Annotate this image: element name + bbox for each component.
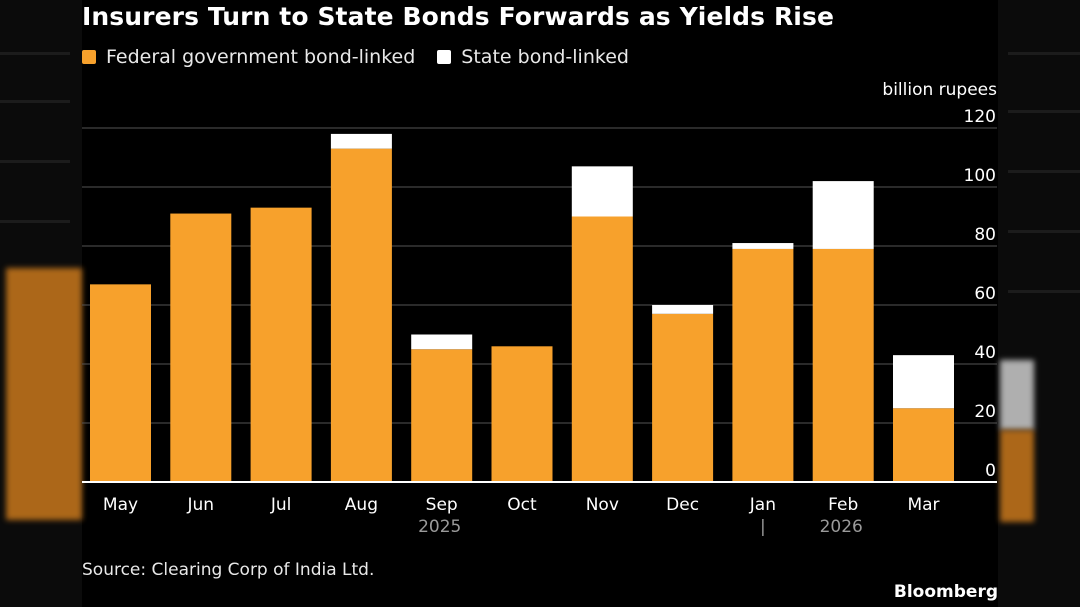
bar-state — [893, 355, 954, 409]
legend: Federal government bond-linked State bon… — [82, 46, 651, 68]
bar-state — [732, 243, 794, 249]
year-label: 2026 — [820, 517, 863, 537]
bar-state — [411, 334, 473, 350]
right-backdrop — [998, 0, 1080, 607]
x-tick-label: Oct — [507, 495, 537, 515]
y-axis-unit-label: billion rupees — [882, 80, 997, 100]
bar-federal — [893, 408, 954, 482]
backdrop-line — [1008, 52, 1080, 55]
left-backdrop — [0, 0, 82, 607]
backdrop-bar — [1000, 360, 1034, 430]
y-tick-label: 20 — [974, 402, 996, 422]
y-tick-label: 40 — [974, 343, 996, 363]
legend-swatch-federal — [82, 50, 96, 64]
bar-federal — [812, 248, 874, 482]
backdrop-line — [1008, 230, 1080, 233]
year-label: 2025 — [418, 517, 461, 537]
backdrop-line — [0, 220, 70, 223]
year-label: | — [760, 517, 766, 537]
bar-federal — [411, 349, 473, 482]
y-tick-label: 100 — [964, 166, 996, 186]
bar-federal — [491, 346, 553, 482]
bar-federal — [652, 313, 714, 482]
backdrop-line — [0, 100, 70, 103]
y-tick-label: 60 — [974, 284, 996, 304]
backdrop-line — [0, 52, 70, 55]
bar-federal — [250, 207, 312, 482]
backdrop-bar — [1000, 430, 1034, 522]
bar-federal — [732, 248, 794, 482]
bar-federal — [90, 284, 151, 482]
x-tick-label: Nov — [586, 495, 619, 515]
x-tick-label: Mar — [907, 495, 939, 515]
legend-item-state: State bond-linked — [437, 46, 629, 68]
backdrop-line — [1008, 290, 1080, 293]
chart-title: Insurers Turn to State Bonds Forwards as… — [82, 2, 835, 31]
backdrop-bar — [6, 268, 82, 520]
brand-logo: Bloomberg — [893, 582, 998, 602]
x-tick-label: Jan — [749, 495, 776, 515]
bar-state — [571, 166, 633, 217]
legend-label-federal: Federal government bond-linked — [106, 46, 416, 68]
y-tick-label: 0 — [985, 461, 996, 481]
backdrop-line — [1008, 110, 1080, 113]
bar-federal — [571, 216, 633, 482]
bar-state — [812, 181, 874, 249]
source-note: Source: Clearing Corp of India Ltd. — [82, 560, 375, 580]
bar-federal — [170, 213, 232, 483]
backdrop-line — [0, 160, 70, 163]
backdrop-line — [1008, 170, 1080, 173]
x-tick-label: Dec — [666, 495, 699, 515]
bar-state — [652, 305, 714, 314]
legend-swatch-state — [437, 50, 452, 64]
bar-federal — [330, 148, 392, 482]
x-tick-label: Feb — [828, 495, 858, 515]
y-tick-label: 120 — [964, 107, 996, 127]
x-tick-label: Jul — [270, 495, 292, 515]
y-tick-label: 80 — [974, 225, 996, 245]
x-tick-label: Aug — [345, 495, 378, 515]
x-tick-label: Sep — [426, 495, 458, 515]
x-tick-label: May — [103, 495, 138, 515]
legend-item-federal: Federal government bond-linked — [82, 46, 415, 68]
legend-label-state: State bond-linked — [461, 46, 629, 68]
x-tick-label: Jun — [187, 495, 215, 515]
bar-state — [330, 133, 392, 149]
